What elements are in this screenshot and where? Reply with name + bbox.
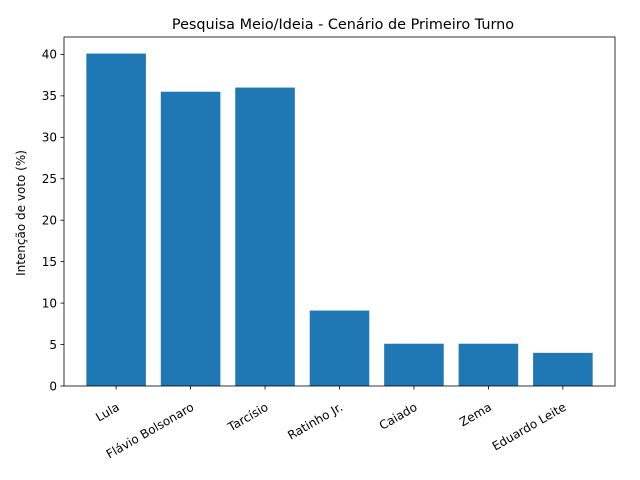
axes-frame [63,36,616,387]
y-tick-label: 30 [42,131,57,145]
x-tick-label: Tarcísio [225,400,271,435]
bar-zema [458,343,519,386]
y-tick-label: 35 [42,89,57,103]
x-tick-label: Ratinho Jr. [285,400,345,443]
y-tick-label: 15 [42,255,57,269]
bar-ratinho-jr- [309,310,370,386]
bar-tarc-sio [235,87,295,387]
chart-title: Pesquisa Meio/Ideia - Cenário de Primeir… [172,17,514,33]
y-tick-label: 5 [49,338,57,352]
axes-spines [63,36,616,387]
bar-caiado [384,343,444,386]
y-axis-label: Intenção de voto (%) [14,150,28,276]
bar-lula [86,53,146,387]
x-tick-label: Caiado [377,400,420,433]
y-tick-label: 20 [42,214,57,228]
y-tick-label: 25 [42,172,57,186]
bar-eduardo-leite [533,352,593,386]
y-tick-label: 40 [42,48,57,62]
bars-group [86,53,593,387]
y-axis-ticks: 0 5 10 15 20 25 30 35 40 [42,48,64,393]
y-tick-label: 0 [49,379,57,393]
x-tick-label: Eduardo Leite [490,400,569,454]
x-tick-label: Lula [93,400,121,425]
bar-fl-vio-bolsonaro [160,91,221,386]
y-tick-label: 10 [42,296,57,310]
x-tick-label: Zema [457,400,494,429]
